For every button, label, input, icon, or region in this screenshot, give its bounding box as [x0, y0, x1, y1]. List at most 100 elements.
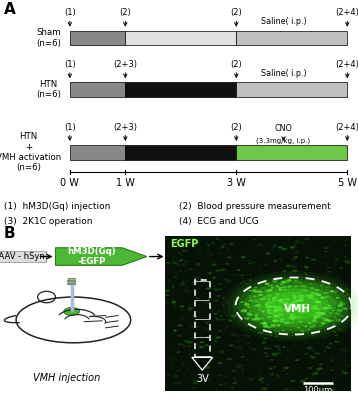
Text: (1): (1)	[64, 60, 76, 69]
Circle shape	[178, 252, 180, 253]
Circle shape	[325, 302, 327, 303]
Circle shape	[278, 347, 280, 348]
Circle shape	[286, 303, 292, 306]
Circle shape	[276, 374, 279, 376]
Circle shape	[227, 274, 358, 338]
Circle shape	[275, 330, 280, 332]
Circle shape	[343, 256, 348, 258]
Circle shape	[248, 295, 251, 296]
Circle shape	[333, 291, 338, 293]
Circle shape	[270, 324, 276, 327]
Circle shape	[200, 278, 203, 279]
Circle shape	[299, 316, 303, 318]
Circle shape	[289, 272, 292, 274]
Circle shape	[178, 343, 182, 345]
Circle shape	[222, 297, 224, 299]
Circle shape	[337, 309, 343, 312]
Circle shape	[298, 330, 299, 331]
Circle shape	[290, 380, 295, 382]
Circle shape	[280, 319, 283, 320]
Circle shape	[274, 244, 277, 246]
Text: B: B	[4, 226, 15, 241]
Circle shape	[336, 297, 339, 298]
Text: 5 W: 5 W	[338, 178, 357, 188]
Circle shape	[203, 328, 208, 330]
Circle shape	[216, 238, 219, 240]
Circle shape	[266, 305, 272, 308]
Circle shape	[329, 298, 331, 299]
Circle shape	[305, 257, 309, 259]
Circle shape	[263, 322, 267, 325]
Circle shape	[304, 312, 306, 313]
Circle shape	[199, 342, 201, 343]
Circle shape	[333, 315, 334, 316]
Circle shape	[304, 238, 310, 240]
Text: Saline( i.p.): Saline( i.p.)	[261, 17, 306, 26]
Circle shape	[245, 282, 249, 285]
Circle shape	[186, 250, 189, 251]
Circle shape	[306, 304, 309, 305]
Circle shape	[306, 312, 309, 313]
Circle shape	[251, 319, 256, 321]
Polygon shape	[192, 358, 213, 370]
Circle shape	[303, 286, 306, 288]
Circle shape	[185, 290, 190, 292]
Circle shape	[328, 296, 330, 298]
Circle shape	[284, 301, 286, 302]
Circle shape	[318, 311, 320, 312]
Circle shape	[292, 258, 296, 260]
Circle shape	[249, 308, 251, 309]
Circle shape	[205, 322, 210, 324]
Circle shape	[217, 311, 221, 313]
Circle shape	[275, 285, 279, 287]
Circle shape	[321, 384, 325, 386]
Circle shape	[240, 303, 242, 304]
Circle shape	[301, 298, 304, 299]
Circle shape	[318, 300, 322, 302]
Circle shape	[345, 288, 349, 290]
Circle shape	[272, 353, 277, 356]
Circle shape	[196, 263, 201, 266]
Circle shape	[325, 304, 326, 306]
Circle shape	[312, 280, 314, 281]
Text: (1)  hM3D(Gq) injection: (1) hM3D(Gq) injection	[4, 202, 110, 210]
Text: rAAV - hSyn: rAAV - hSyn	[0, 252, 44, 261]
Circle shape	[275, 324, 280, 326]
Circle shape	[338, 315, 343, 317]
Circle shape	[171, 298, 175, 300]
Circle shape	[249, 311, 252, 312]
Circle shape	[307, 328, 310, 330]
Circle shape	[191, 373, 193, 375]
Circle shape	[170, 348, 172, 349]
Circle shape	[321, 322, 326, 324]
Circle shape	[325, 273, 328, 274]
Circle shape	[281, 286, 286, 288]
Circle shape	[314, 372, 318, 374]
Circle shape	[296, 316, 300, 318]
Circle shape	[177, 334, 182, 337]
Circle shape	[262, 341, 266, 343]
Circle shape	[226, 263, 230, 265]
Circle shape	[216, 319, 219, 321]
Circle shape	[209, 306, 210, 307]
Circle shape	[265, 292, 322, 320]
Circle shape	[182, 363, 184, 364]
Circle shape	[294, 300, 299, 302]
Circle shape	[299, 295, 304, 298]
Circle shape	[251, 289, 257, 292]
Circle shape	[309, 322, 314, 324]
Bar	[125, 82, 236, 97]
Circle shape	[174, 276, 178, 278]
Circle shape	[311, 258, 316, 261]
Circle shape	[241, 274, 244, 276]
Circle shape	[267, 252, 271, 254]
Circle shape	[268, 316, 272, 318]
Circle shape	[333, 320, 334, 321]
Circle shape	[208, 321, 210, 322]
Circle shape	[211, 308, 212, 309]
Circle shape	[233, 275, 235, 276]
Circle shape	[209, 304, 211, 305]
Circle shape	[216, 336, 221, 339]
Bar	[125, 31, 236, 45]
Circle shape	[325, 307, 328, 309]
